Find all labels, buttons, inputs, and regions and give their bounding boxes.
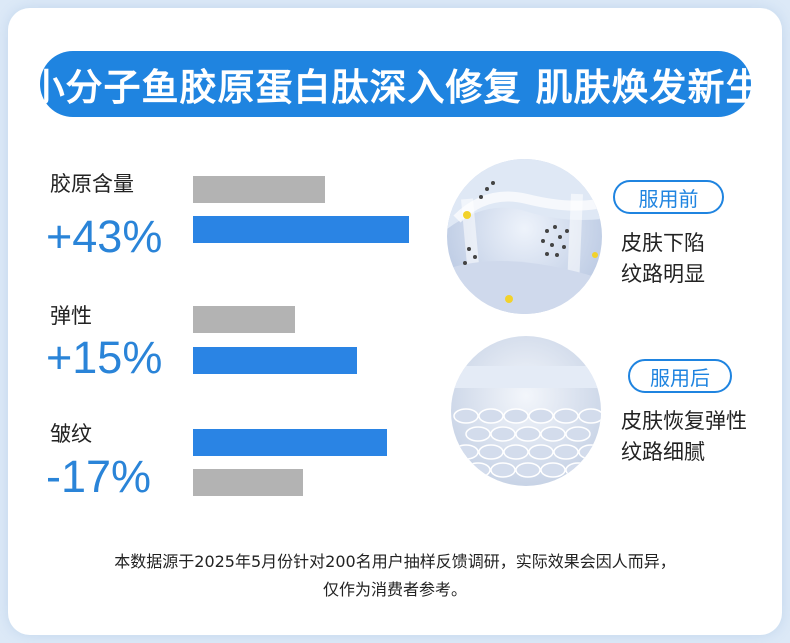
metric-label-collagen: 胶原含量: [50, 172, 134, 196]
metric-value-elasticity: +15%: [46, 332, 163, 383]
metric-label-wrinkles: 皱纹: [50, 422, 92, 446]
footnote-line-2: 仅作为消费者参考。: [322, 580, 467, 599]
bar-after-elasticity: [193, 347, 357, 374]
metric-value-wrinkles: -17%: [46, 451, 152, 502]
before-line-1: 皮肤下陷: [621, 231, 705, 255]
before-line-2: 纹路明显: [621, 262, 705, 286]
bar-after-wrinkles: [193, 429, 387, 456]
bar-before-wrinkles: [193, 469, 303, 496]
metric-label-elasticity: 弹性: [50, 304, 92, 328]
bar-before-collagen: [193, 176, 325, 203]
before-description: 皮肤下陷 纹路明显: [621, 228, 705, 290]
after-skin-illustration: [451, 336, 601, 486]
before-skin-illustration: [447, 159, 602, 314]
after-line-1: 皮肤恢复弹性: [621, 409, 747, 433]
badge-before: 服用前: [613, 180, 724, 214]
after-description: 皮肤恢复弹性 纹路细腻: [621, 406, 747, 468]
headline-text: 小分子鱼胶原蛋白肽深入修复 肌肤焕发新生: [27, 66, 764, 109]
bar-before-elasticity: [193, 306, 295, 333]
bar-after-collagen: [193, 216, 409, 243]
footnote-line-1: 本数据源于2025年5月份针对200名用户抽样反馈调研，实际效果会因人而异，: [114, 552, 676, 571]
badge-after: 服用后: [628, 359, 732, 393]
after-line-2: 纹路细腻: [621, 440, 705, 464]
headline-banner: 小分子鱼胶原蛋白肽深入修复 肌肤焕发新生: [28, 51, 762, 117]
footnote: 本数据源于2025年5月份针对200名用户抽样反馈调研，实际效果会因人而异， 仅…: [30, 548, 760, 604]
metric-value-collagen: +43%: [46, 211, 163, 262]
